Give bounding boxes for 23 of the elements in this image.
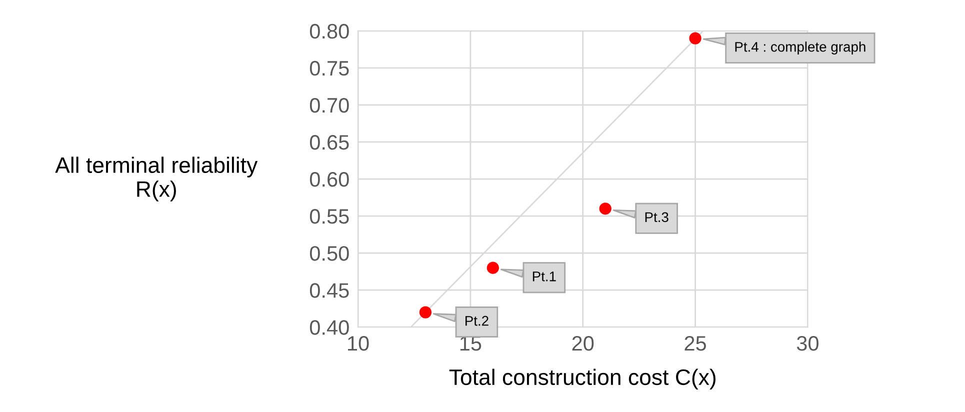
y-tick-label: 0.70 [310, 98, 349, 113]
y-tick-label: 0.40 [310, 320, 349, 335]
x-tick-label: 20 [572, 336, 594, 351]
point [599, 202, 612, 215]
point [419, 306, 432, 318]
y-tick-label: 0.45 [310, 283, 349, 298]
y-tick-label: 0.75 [310, 60, 349, 76]
y-axis-title: All terminal reliability R(x) [55, 156, 258, 202]
point [486, 262, 499, 274]
x-tick-label: 30 [796, 336, 818, 351]
annotation: Pt.4 : complete graph [735, 42, 866, 54]
y-tick-label: 0.50 [310, 246, 349, 261]
annotation: Pt.1 [532, 272, 556, 282]
annotation: Pt.2 [465, 316, 488, 326]
y-tick-label: 0.65 [310, 134, 349, 150]
y-tick-label: 0.80 [310, 24, 349, 39]
y-tick-label: 0.60 [310, 172, 349, 187]
y-tick-label: 0.55 [310, 209, 349, 224]
point [689, 32, 702, 44]
annotation: Pt.3 [645, 212, 668, 222]
x-tick-label: 10 [348, 336, 369, 351]
x-axis-title: Total construction cost C(x) [449, 368, 716, 390]
x-tick-label: 25 [684, 336, 706, 351]
